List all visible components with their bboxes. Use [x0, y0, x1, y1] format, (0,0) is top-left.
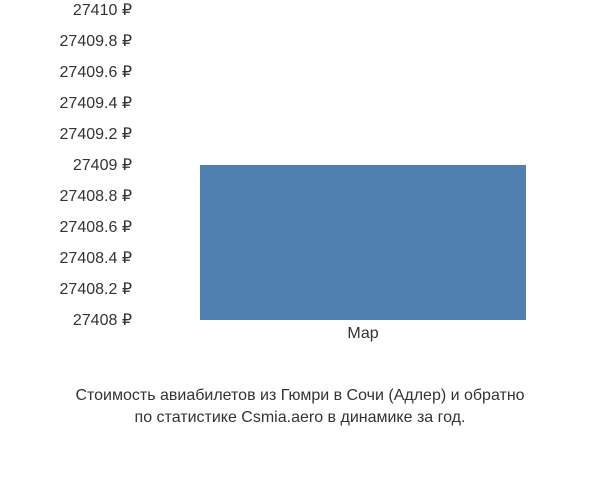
- caption-line2: по статистике Csmia.aero в динамике за г…: [135, 409, 466, 426]
- y-tick-label: 27409.4 ₽: [60, 93, 132, 113]
- y-tick-label: 27408 ₽: [73, 310, 132, 330]
- y-tick-label: 27409 ₽: [73, 155, 132, 175]
- x-axis: Мар: [148, 325, 578, 350]
- x-tick-label: Мар: [347, 325, 378, 343]
- y-tick-label: 27410 ₽: [73, 0, 132, 20]
- y-tick-label: 27408.6 ₽: [60, 217, 132, 237]
- bar: [200, 165, 527, 320]
- chart-container: 27410 ₽27409.8 ₽27409.6 ₽27409.4 ₽27409.…: [10, 10, 590, 350]
- y-tick-label: 27409.6 ₽: [60, 62, 132, 82]
- chart-caption: Стоимость авиабилетов из Гюмри в Сочи (А…: [0, 385, 600, 430]
- y-axis: 27410 ₽27409.8 ₽27409.6 ₽27409.4 ₽27409.…: [10, 10, 140, 320]
- y-tick-label: 27409.2 ₽: [60, 124, 132, 144]
- caption-line1: Стоимость авиабилетов из Гюмри в Сочи (А…: [75, 387, 524, 404]
- y-tick-label: 27408.4 ₽: [60, 248, 132, 268]
- plot-area: [148, 10, 578, 320]
- y-tick-label: 27409.8 ₽: [60, 31, 132, 51]
- y-tick-label: 27408.2 ₽: [60, 279, 132, 299]
- y-tick-label: 27408.8 ₽: [60, 186, 132, 206]
